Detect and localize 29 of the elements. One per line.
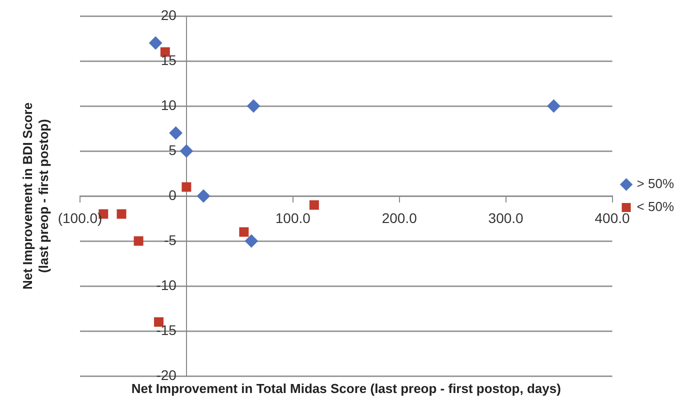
x-tick-label: 100.0 xyxy=(275,210,311,226)
x-tick-label: 300.0 xyxy=(488,210,524,226)
point xyxy=(309,200,319,210)
y-tick-label: 5 xyxy=(168,142,177,158)
x-tick-label: (100.0) xyxy=(58,210,102,226)
point xyxy=(169,126,182,140)
point xyxy=(247,100,260,112)
y-tick-label: -20 xyxy=(156,366,177,383)
point xyxy=(180,144,193,158)
point xyxy=(239,227,249,237)
y-tick-label: -10 xyxy=(156,276,177,293)
y-tick-label: 20 xyxy=(160,6,177,23)
x-tick-label: 400.0 xyxy=(594,210,630,226)
x-tick-label: 200.0 xyxy=(382,210,418,226)
point xyxy=(244,234,258,248)
point xyxy=(149,36,162,50)
point xyxy=(182,182,192,192)
x-axis-title: Net Improvement in Total Midas Score (last preop - first postop, days) xyxy=(131,381,561,396)
legend-label: > 50% xyxy=(636,176,674,192)
point xyxy=(116,209,126,219)
y-axis-title: Net Improvement in BDI Score (last preop - first postop) xyxy=(20,102,52,290)
point xyxy=(134,236,144,246)
y-tick-label: 15 xyxy=(160,52,177,68)
y-tick-label: 10 xyxy=(160,96,177,113)
y-tick-label: -5 xyxy=(164,232,177,248)
y-tick-label: -15 xyxy=(156,322,177,338)
legend-label: < 50% xyxy=(636,199,674,214)
point xyxy=(547,100,560,112)
point xyxy=(196,190,210,202)
